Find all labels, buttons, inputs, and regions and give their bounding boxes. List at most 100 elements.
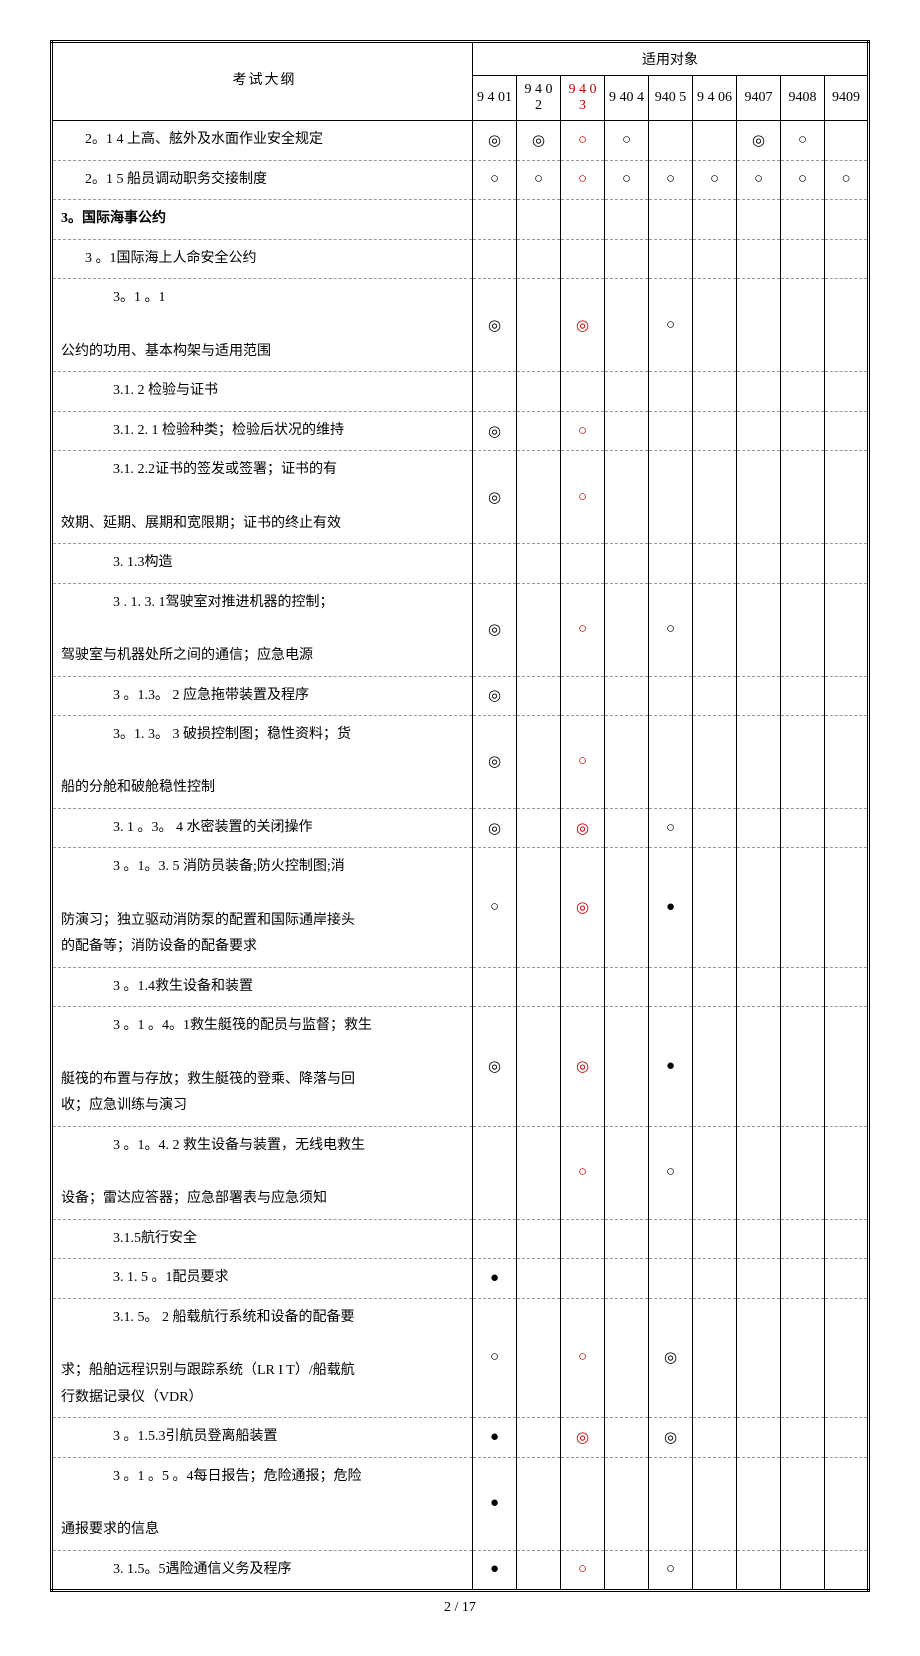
symbol-cell xyxy=(605,1298,649,1417)
code-9409: 9409 xyxy=(825,76,869,121)
symbol-cell xyxy=(473,200,517,240)
table-row: 3 。1 。4。1救生艇筏的配员与监督；救生艇筏的布置与存放；救生艇筏的登乘、降… xyxy=(52,1007,869,1126)
symbol-cell xyxy=(517,1259,561,1299)
row-text-line: 船的分舱和破舱稳性控制 xyxy=(61,780,215,795)
symbol-cell xyxy=(649,676,693,716)
symbol-cell xyxy=(517,967,561,1007)
row-text-line: 通报要求的信息 xyxy=(61,1522,159,1537)
symbol-cell xyxy=(737,200,781,240)
symbol-cell xyxy=(693,676,737,716)
symbol-cell xyxy=(517,1457,561,1550)
symbol-cell xyxy=(781,967,825,1007)
code-9405: 940 5 xyxy=(649,76,693,121)
symbol-cell xyxy=(605,848,649,967)
symbol-cell xyxy=(825,1259,869,1299)
symbol-cell: ○ xyxy=(473,1298,517,1417)
table-row: 3。国际海事公约 xyxy=(52,200,869,240)
row-description: 3。国际海事公约 xyxy=(52,200,473,240)
symbol-cell: ○ xyxy=(737,160,781,200)
symbol-cell xyxy=(517,411,561,451)
table-row: 3 。1。3. 5 消防员装备;防火控制图;消防演习；独立驱动消防泵的配置和国际… xyxy=(52,848,869,967)
table-row: 3 。1.3。 2 应急拖带装置及程序◎ xyxy=(52,676,869,716)
row-description: 3 。1。4. 2 救生设备与装置，无线电救生设备；雷达应答器；应急部署表与应急… xyxy=(52,1126,473,1219)
page-number: 2 / 17 xyxy=(50,1600,870,1616)
spanning-header-text: 适用对象 xyxy=(642,53,698,68)
symbol-cell: ● xyxy=(473,1259,517,1299)
symbol-cell xyxy=(737,411,781,451)
symbol-cell xyxy=(781,848,825,967)
symbol-cell xyxy=(605,1259,649,1299)
code-9402: 9 4 0 2 xyxy=(517,76,561,121)
symbol-cell: ○ xyxy=(781,160,825,200)
symbol-cell: ● xyxy=(473,1550,517,1591)
symbol-cell xyxy=(605,583,649,676)
symbol-cell: ○ xyxy=(649,1550,693,1591)
symbol-cell xyxy=(737,1007,781,1126)
symbol-cell xyxy=(693,121,737,161)
symbol-cell xyxy=(693,372,737,412)
symbol-cell: ◎ xyxy=(473,451,517,544)
symbol-cell: ◎ xyxy=(473,121,517,161)
symbol-cell xyxy=(517,1418,561,1458)
symbol-cell: ◎ xyxy=(473,411,517,451)
row-description: 3 。1.5.3引航员登离船装置 xyxy=(52,1418,473,1458)
symbol-cell: ○ xyxy=(781,121,825,161)
symbol-cell xyxy=(781,239,825,279)
symbol-cell xyxy=(473,239,517,279)
symbol-cell xyxy=(517,544,561,584)
col-header-outline: 考试大纲 xyxy=(52,42,473,121)
symbol-cell xyxy=(517,372,561,412)
symbol-cell xyxy=(781,808,825,848)
symbol-cell: ◎ xyxy=(473,583,517,676)
symbol-cell xyxy=(693,1007,737,1126)
symbol-cell xyxy=(737,1550,781,1591)
symbol-cell: ◎ xyxy=(649,1298,693,1417)
row-text-line: 3。1 。1 xyxy=(61,285,468,312)
symbol-cell: ○ xyxy=(561,1298,605,1417)
symbol-cell xyxy=(649,372,693,412)
symbol-cell xyxy=(517,451,561,544)
symbol-cell xyxy=(561,676,605,716)
symbol-cell xyxy=(781,1007,825,1126)
outline-header-text: 考试大纲 xyxy=(233,73,297,88)
symbol-cell xyxy=(825,1298,869,1417)
symbol-cell xyxy=(473,544,517,584)
symbol-cell xyxy=(781,1457,825,1550)
symbol-cell xyxy=(649,451,693,544)
symbol-cell xyxy=(473,1219,517,1259)
code-9401: 9 4 01 xyxy=(473,76,517,121)
row-description: 2。1 4 上高、舷外及水面作业安全规定 xyxy=(52,121,473,161)
symbol-cell xyxy=(825,967,869,1007)
symbol-cell: ○ xyxy=(561,1550,605,1591)
symbol-cell xyxy=(781,411,825,451)
row-text-line: 效期、延期、展期和宽限期；证书的终止有效 xyxy=(61,516,341,531)
symbol-cell xyxy=(693,1550,737,1591)
symbol-cell xyxy=(781,583,825,676)
symbol-cell xyxy=(693,848,737,967)
symbol-cell: ● xyxy=(649,1007,693,1126)
table-header: 考试大纲 适用对象 9 4 01 9 4 0 2 9 4 0 3 9 40 4 … xyxy=(52,42,869,121)
symbol-cell xyxy=(737,1219,781,1259)
symbol-cell: ◎ xyxy=(737,121,781,161)
symbol-cell xyxy=(561,967,605,1007)
symbol-cell xyxy=(561,200,605,240)
table-row: 2。1 4 上高、舷外及水面作业安全规定◎◎○○◎○ xyxy=(52,121,869,161)
symbol-cell xyxy=(561,239,605,279)
row-text-line: 收；应急训练与演习 xyxy=(61,1098,187,1113)
symbol-cell xyxy=(561,1219,605,1259)
symbol-cell xyxy=(473,372,517,412)
symbol-cell xyxy=(693,1418,737,1458)
symbol-cell: ○ xyxy=(473,160,517,200)
symbol-cell xyxy=(693,544,737,584)
table-row: 3. 1. 5 。1配员要求● xyxy=(52,1259,869,1299)
symbol-cell xyxy=(825,1007,869,1126)
symbol-cell xyxy=(605,372,649,412)
symbol-cell xyxy=(649,200,693,240)
symbol-cell xyxy=(605,200,649,240)
row-description: 2。1 5 船员调动职务交接制度 xyxy=(52,160,473,200)
symbol-cell xyxy=(693,1457,737,1550)
symbol-cell xyxy=(825,411,869,451)
code-9406: 9 4 06 xyxy=(693,76,737,121)
symbol-cell xyxy=(781,1259,825,1299)
symbol-cell xyxy=(517,1126,561,1219)
